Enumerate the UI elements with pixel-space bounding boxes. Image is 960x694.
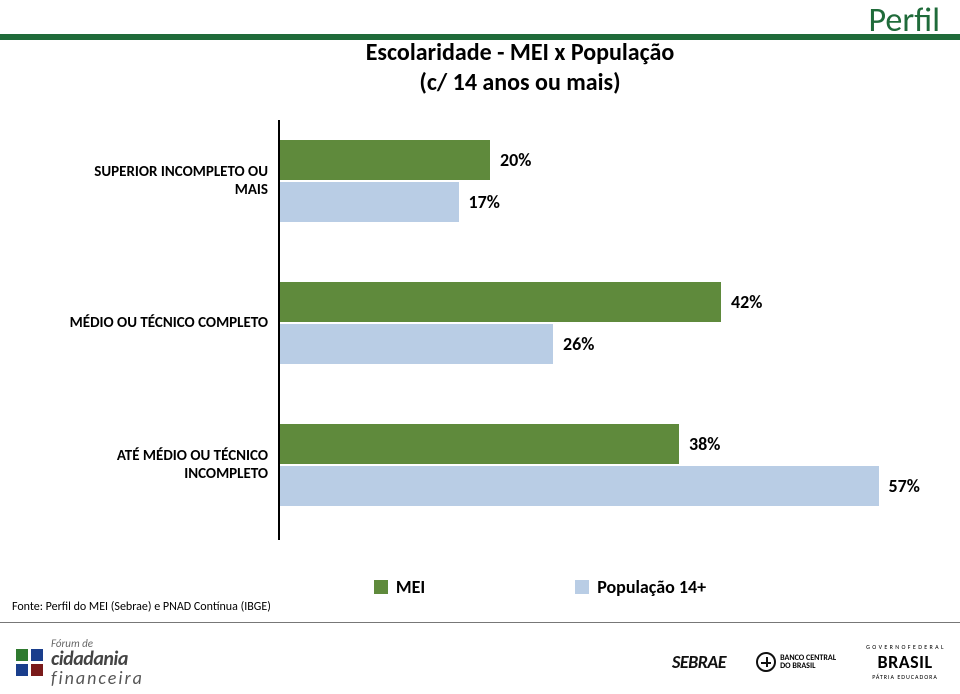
- footer: Fórum de cidadania financeira SEBRAE BAN…: [0, 628, 960, 694]
- footer-right: SEBRAE BANCO CENTRAL DO BRASIL G O V E R…: [672, 643, 944, 681]
- chart-title: Escolaridade - MEI x População (c/ 14 an…: [280, 38, 760, 98]
- legend-label: População 14+: [597, 576, 706, 598]
- gov-federal-label: G O V E R N O F E D E R A L: [866, 643, 944, 651]
- category-label: MÉDIO OU TÉCNICO COMPLETO: [60, 314, 268, 332]
- bar-group: ATÉ MÉDIO OU TÉCNICO INCOMPLETO38%57%: [60, 424, 900, 506]
- bar: 17%: [280, 182, 459, 222]
- bar-value-label: 42%: [731, 291, 762, 313]
- logo-block: [31, 649, 43, 661]
- title-line-1: Escolaridade - MEI x População: [366, 38, 675, 67]
- category-label: SUPERIOR INCOMPLETO OU MAIS: [60, 163, 268, 199]
- forum-line-3: financeira: [51, 669, 144, 687]
- chart-legend: MEI População 14+: [280, 572, 800, 602]
- legend-label: MEI: [396, 576, 425, 598]
- bar-group: SUPERIOR INCOMPLETO OU MAIS20%17%: [60, 140, 900, 222]
- bar: 38%: [280, 424, 679, 464]
- bar-value-label: 17%: [469, 191, 500, 213]
- patria-educadora-label: PÁTRIA EDUCADORA: [866, 673, 944, 681]
- brasil-label: BRASIL: [866, 651, 944, 673]
- slide: Perfil Escolaridade - MEI x População (c…: [0, 0, 960, 694]
- bar-value-label: 20%: [500, 149, 531, 171]
- bar-fill: [280, 424, 679, 464]
- bar: 42%: [280, 282, 721, 322]
- forum-line-2: cidadania: [51, 649, 144, 669]
- bar-fill: [280, 140, 490, 180]
- bar-fill: [280, 282, 721, 322]
- legend-item-populacao: População 14+: [575, 576, 706, 598]
- bar-fill: [280, 324, 553, 364]
- bar: 26%: [280, 324, 553, 364]
- bacen-logo: BANCO CENTRAL DO BRASIL: [756, 652, 836, 672]
- logo-block: [16, 664, 28, 676]
- source-note: Fonte: Perfil do MEI (Sebrae) e PNAD Con…: [12, 600, 271, 614]
- footer-left: Fórum de cidadania financeira: [16, 638, 144, 687]
- bar-chart: SUPERIOR INCOMPLETO OU MAIS20%17%MÉDIO O…: [60, 120, 900, 570]
- category-label: ATÉ MÉDIO OU TÉCNICO INCOMPLETO: [60, 447, 268, 483]
- bacen-line-2: DO BRASIL: [780, 662, 836, 670]
- legend-swatch: [575, 580, 589, 594]
- sebrae-logo: SEBRAE: [672, 651, 726, 673]
- bacen-icon: [756, 652, 776, 672]
- bar-fill: [280, 182, 459, 222]
- forum-logo-icon: [16, 649, 43, 676]
- bar-value-label: 26%: [563, 333, 594, 355]
- legend-item-mei: MEI: [374, 576, 425, 598]
- title-line-2: (c/ 14 anos ou mais): [419, 68, 620, 97]
- logo-block: [16, 649, 28, 661]
- bar-fill: [280, 466, 879, 506]
- logo-block: [31, 664, 43, 676]
- bar-value-label: 57%: [889, 475, 920, 497]
- bar-group: MÉDIO OU TÉCNICO COMPLETO42%26%: [60, 282, 900, 364]
- legend-swatch: [374, 580, 388, 594]
- bar: 20%: [280, 140, 490, 180]
- footer-divider: [0, 622, 960, 623]
- bar-value-label: 38%: [689, 433, 720, 455]
- brasil-gov-logo: G O V E R N O F E D E R A L BRASIL PÁTRI…: [866, 643, 944, 681]
- section-tag: Perfil: [869, 0, 940, 41]
- forum-logo-text: Fórum de cidadania financeira: [51, 638, 144, 687]
- bacen-text: BANCO CENTRAL DO BRASIL: [780, 654, 836, 671]
- bar: 57%: [280, 466, 879, 506]
